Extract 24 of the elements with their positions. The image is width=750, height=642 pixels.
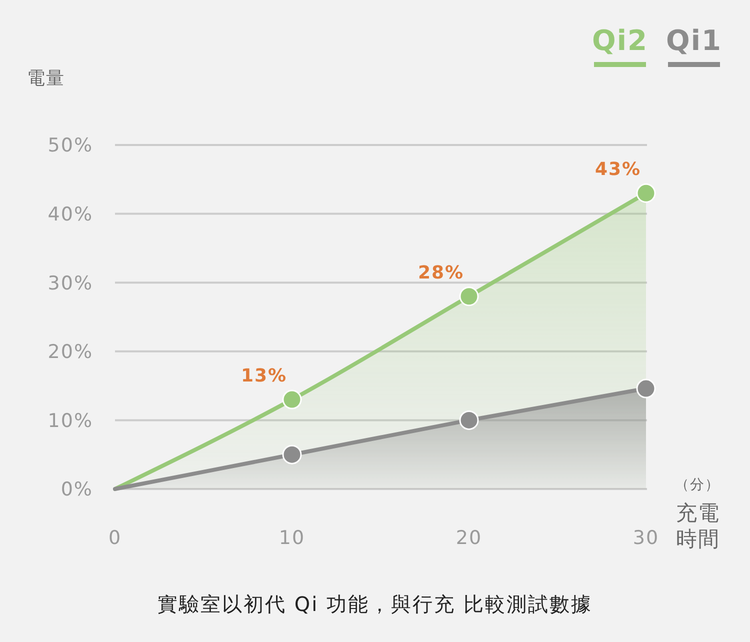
data-label: 28% bbox=[418, 262, 464, 284]
data-label: 13% bbox=[240, 366, 288, 387]
y-tick-label: 40% bbox=[48, 203, 93, 226]
y-tick-label: 20% bbox=[48, 341, 93, 364]
point bbox=[636, 183, 656, 203]
point bbox=[459, 410, 479, 430]
x-tick-label: 30 bbox=[632, 527, 660, 549]
x-tick-label: 20 bbox=[456, 527, 482, 549]
point bbox=[459, 286, 479, 306]
text: 實驗室以初代 Qi 功能，與行充 比較測試數據 bbox=[158, 592, 592, 616]
point bbox=[282, 390, 302, 410]
x-axis-title: （分）充電時間 bbox=[675, 477, 720, 551]
text: Qi2 bbox=[592, 24, 648, 57]
point bbox=[282, 444, 302, 464]
y-tick-label: 10% bbox=[48, 410, 93, 432]
point bbox=[636, 378, 656, 398]
y-tick-label: 0% bbox=[60, 478, 93, 501]
y-tick-label: 30% bbox=[48, 272, 93, 294]
data-label: 43% bbox=[594, 159, 642, 180]
text: Qi1 bbox=[666, 24, 722, 57]
y-axis-title: 電量 bbox=[27, 68, 65, 89]
y-tick-label: 50% bbox=[48, 134, 93, 157]
x-tick-label: 10 bbox=[278, 527, 306, 549]
x-tick-label: 0 bbox=[108, 527, 122, 549]
